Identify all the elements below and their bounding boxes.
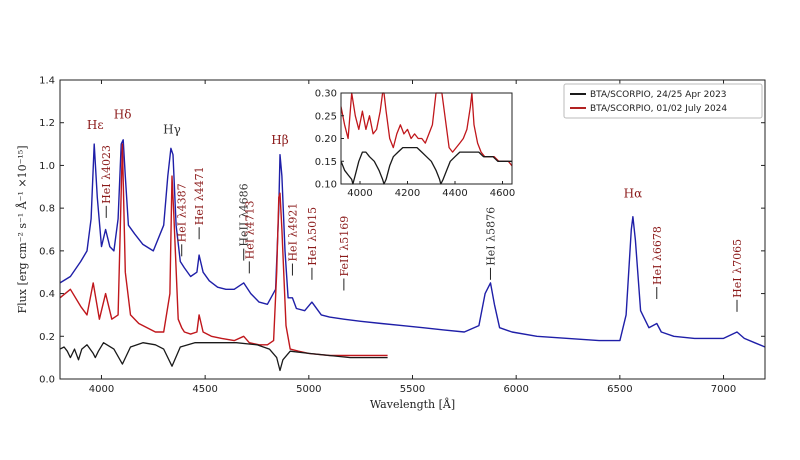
inset-series-group (340, 92, 513, 185)
x-tick-label: 6000 (503, 384, 528, 395)
line-id-label: Hα (624, 186, 643, 200)
x-tick-label: 5000 (296, 384, 321, 395)
inset-panel: 4000 4200 4400 4600 0.10 0.15 0.20 0.25 0.30 (315, 89, 515, 200)
annotation-label: HeI λ4921 (286, 203, 299, 262)
y-tick-label: 0.0 (39, 375, 55, 386)
y-tick-label: 0.8 (39, 204, 55, 215)
series-2024-flux (59, 143, 388, 357)
x-tick-label: 4000 (89, 384, 114, 395)
inset-y-tick-label: 0.10 (315, 180, 337, 191)
x-tick-label: 5500 (400, 384, 425, 395)
line-id-label: Hε (87, 118, 104, 132)
y-tick-label: 0.6 (39, 246, 55, 257)
x-tick-label: 4500 (192, 384, 217, 395)
y-tick-label: 0.4 (39, 289, 55, 300)
legend-box (563, 83, 763, 119)
annotation-label: HeI λ5876 (484, 207, 497, 266)
x-tick-label: 7000 (711, 384, 736, 395)
legend-label-2023: BTA/SCORPIO, 24/25 Apr 2023 (590, 90, 727, 100)
y-tick-label: 0.2 (39, 332, 55, 343)
main-axes: 4000 4500 5000 5500 6000 6500 7000 0.0 0.2 0.4 0.6… (39, 76, 765, 395)
annotation-label: HeI λ4713 (243, 200, 256, 259)
line-id-label: Hδ (114, 107, 132, 121)
inset-x-tick-label: 4200 (395, 188, 420, 199)
annotation-label: HeI λ4387 (176, 183, 189, 242)
y-axis-title: Flux [erg cm⁻² s⁻¹ Å⁻¹ ×10⁻¹⁵] (15, 146, 29, 314)
x-tick-label: 6500 (607, 384, 632, 395)
inset-series-2024-flux (340, 92, 513, 167)
annotation-label: HeII λ4686 (238, 183, 251, 246)
line-id-label: Hβ (271, 133, 288, 147)
annotation-label: HeI λ4471 (193, 166, 206, 225)
inset-x-tick-label: 4600 (490, 188, 515, 199)
inset-x-tick-label: 4000 (347, 188, 372, 199)
legend: BTA/SCORPIO, 24/25 Apr 2023 BTA/SCORPIO,… (563, 83, 763, 119)
annotation-label: FeII λ5169 (338, 216, 351, 277)
y-tick-label: 1.2 (39, 118, 55, 129)
inset-y-tick-label: 0.30 (315, 89, 337, 100)
x-axis-title: Wavelength [Å] (370, 397, 455, 411)
y-tick-label: 1.4 (39, 76, 55, 87)
inset-x-tick-label: 4400 (442, 188, 467, 199)
y-tick-label: 1.0 (39, 161, 55, 172)
annotation-label: HeI λ4023 (100, 145, 113, 204)
series-2023-flux (59, 139, 766, 348)
inset-y-tick-label: 0.25 (315, 111, 337, 122)
inset-y-tick-label: 0.20 (315, 134, 337, 145)
annotation-label: HeI λ7065 (731, 239, 744, 298)
main-series-group (59, 139, 766, 372)
annotation-label: HeI λ5015 (306, 207, 319, 266)
inset-series-model-continuum (340, 146, 512, 185)
annotation-label: HeI λ6678 (651, 226, 664, 285)
inset-y-tick-label: 0.15 (315, 157, 337, 168)
series-model-continuum (59, 342, 388, 372)
legend-label-2024: BTA/SCORPIO, 01/02 July 2024 (590, 104, 727, 114)
inset-axes: 4000 4200 4400 4600 0.10 0.15 0.20 0.25 0.30 (315, 89, 515, 200)
line-id-label: Hγ (163, 122, 181, 136)
line-annotations: Hε Hδ Hγ Hβ Hα HeI λ4023 HeI λ4387 HeI λ4471 HeI… (87, 107, 744, 312)
